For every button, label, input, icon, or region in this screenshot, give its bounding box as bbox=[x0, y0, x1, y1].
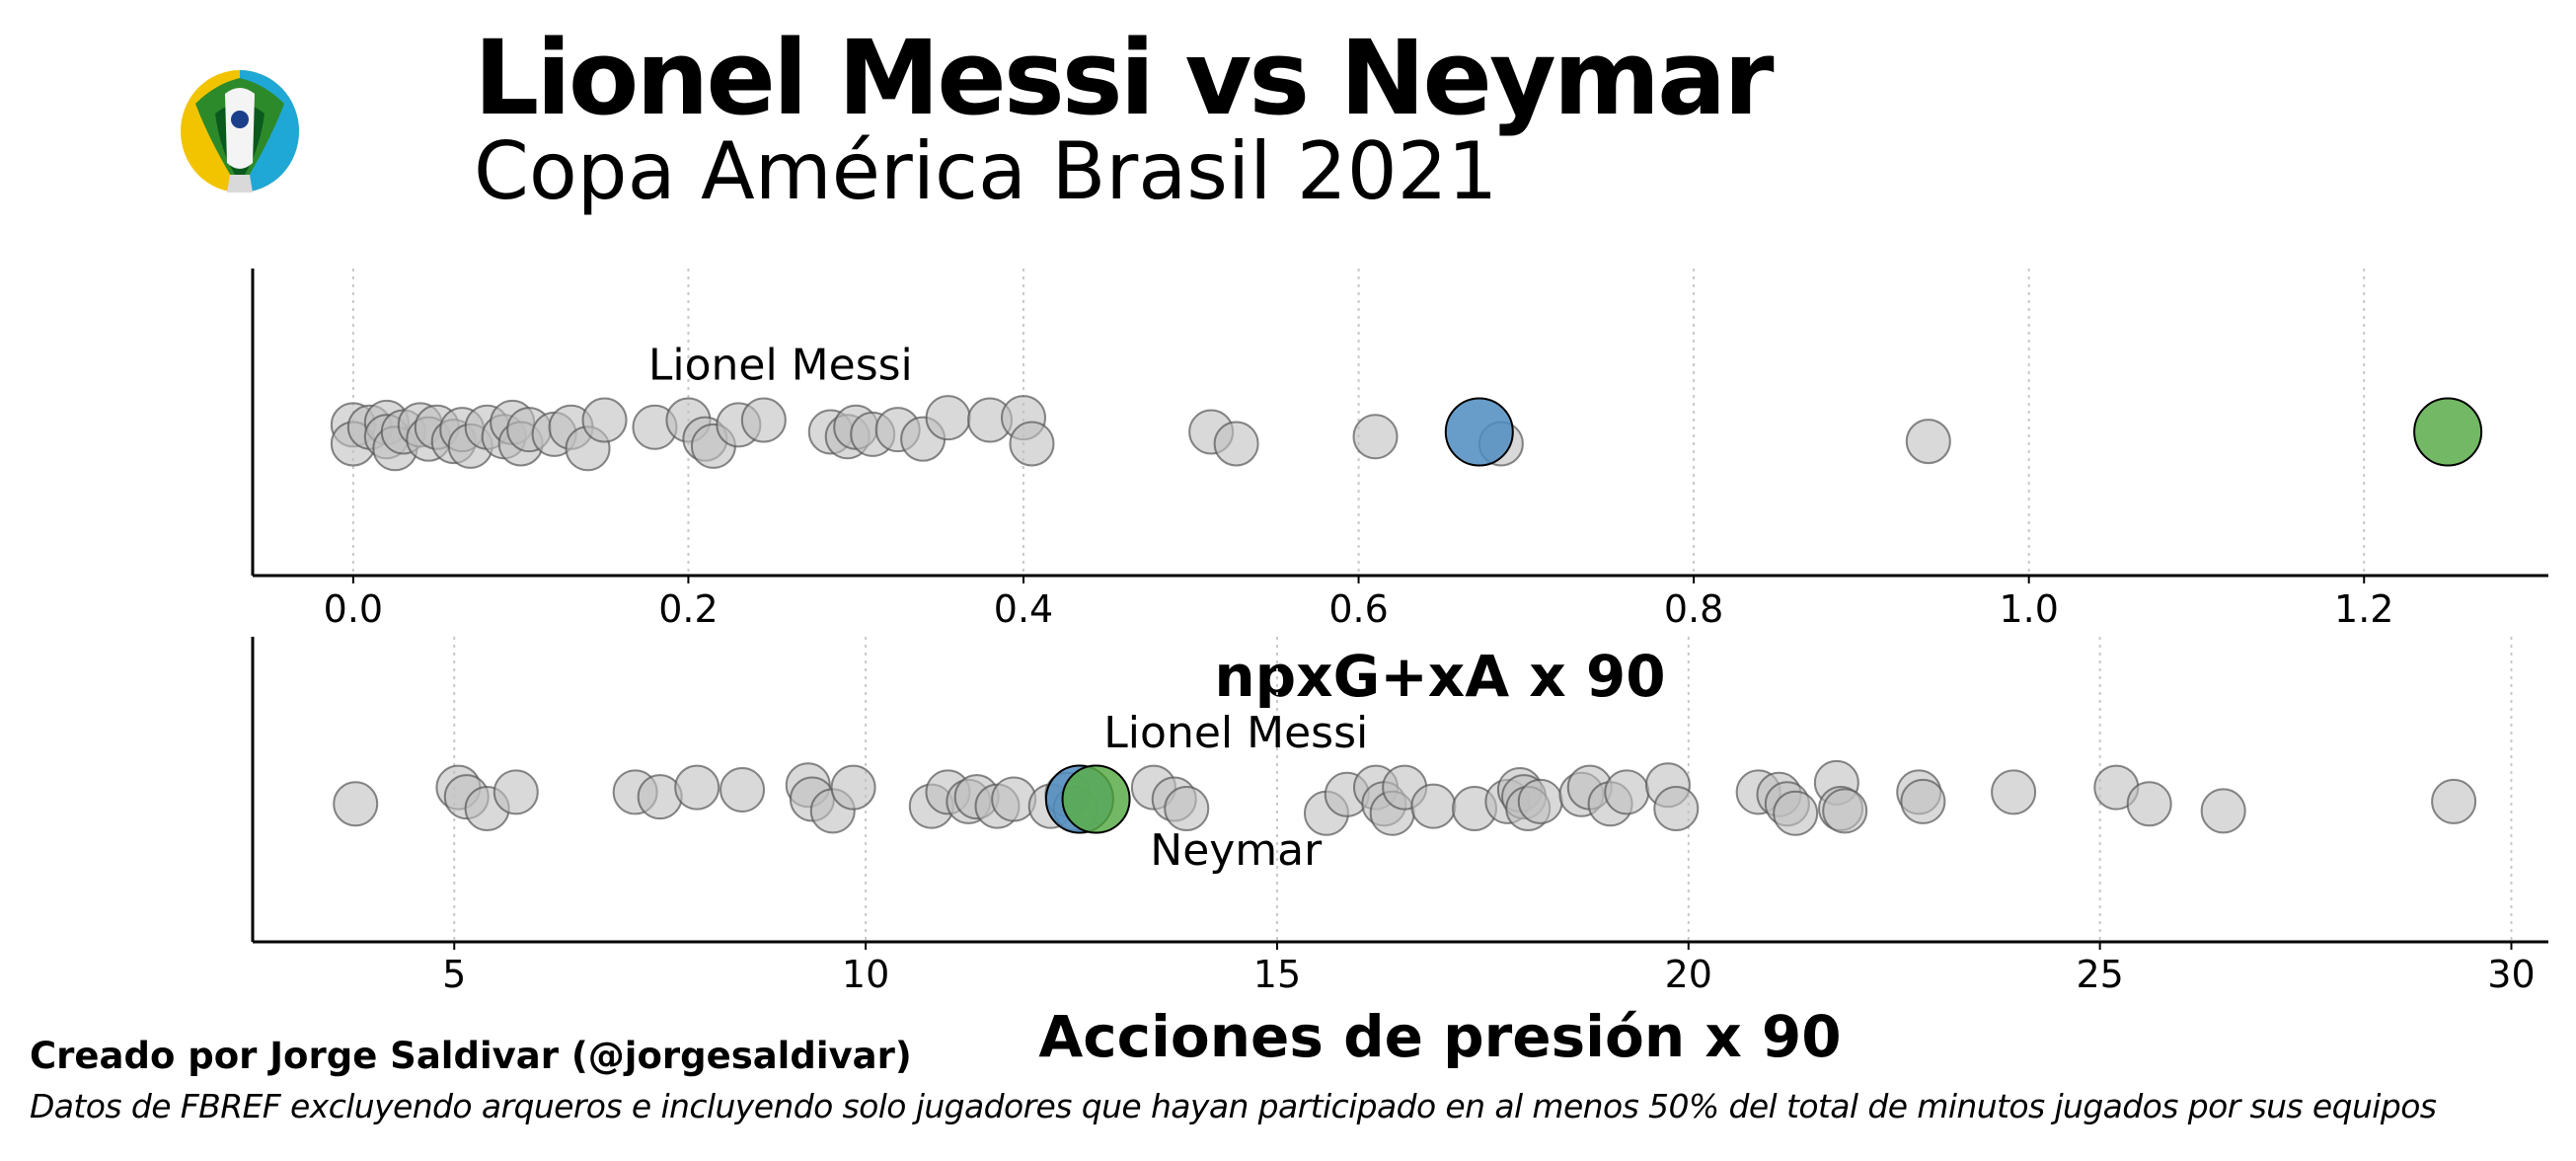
player-point bbox=[830, 764, 876, 811]
source-note: Datos de FBREF excluyendo arqueros e inc… bbox=[30, 1087, 2437, 1125]
x-tick-label: 15 bbox=[1253, 953, 1301, 996]
player-point bbox=[1653, 786, 1700, 832]
x-tick-label: 1.2 bbox=[2334, 587, 2393, 631]
chart-subtitle: Copa América Brasil 2021 bbox=[474, 125, 1498, 217]
player-point bbox=[1991, 769, 2037, 815]
highlight-point-neymar: Neymar bbox=[1061, 764, 1131, 834]
npxg-xa-strip-plot: 0.0 0.2 0.4 0.6 0.8 1.0 1.2 Lionel Messi Neymar L… bbox=[251, 269, 2548, 710]
x-tick-label: 0.8 bbox=[1664, 587, 1723, 631]
player-point bbox=[1410, 783, 1457, 829]
player-point bbox=[1164, 786, 1210, 832]
highlight-point-neymar: Neymar bbox=[2413, 397, 2483, 467]
x-tick-label: 0.4 bbox=[994, 587, 1053, 631]
player-point bbox=[925, 395, 971, 441]
credit-text: Creado por Jorge Saldivar (@jorgesaldiva… bbox=[30, 1035, 912, 1077]
highlight-point-lionel-messi: Lionel Messi bbox=[1444, 397, 1514, 467]
x-tick-label: 0.2 bbox=[658, 587, 718, 631]
player-point bbox=[2431, 778, 2477, 824]
annotation-label: Lionel Messi bbox=[1103, 708, 1368, 758]
x-tick-label: 0.6 bbox=[1328, 587, 1388, 631]
player-point bbox=[581, 397, 628, 443]
player-point bbox=[740, 397, 787, 443]
x-tick-label: 1.0 bbox=[1999, 587, 2058, 631]
player-point bbox=[1900, 778, 1946, 824]
x-axis-label: npxG+xA x 90 bbox=[1214, 643, 1665, 710]
x-tick-label: 25 bbox=[2076, 953, 2123, 996]
player-point bbox=[1009, 421, 1055, 467]
player-point bbox=[2126, 781, 2172, 827]
player-point bbox=[1517, 778, 1563, 824]
player-point bbox=[1213, 421, 1259, 467]
player-point bbox=[991, 776, 1037, 822]
player-point bbox=[674, 764, 720, 811]
player-point bbox=[1905, 419, 1951, 465]
x-axis-label: Acciones de presión x 90 bbox=[1038, 1003, 1841, 1070]
annotation-label: Lionel Messi bbox=[648, 341, 913, 391]
player-point bbox=[1604, 769, 1650, 815]
x-tick-label: 30 bbox=[2487, 953, 2535, 996]
x-tick-label: 10 bbox=[842, 953, 889, 996]
x-tick-label: 20 bbox=[1665, 953, 1712, 996]
x-tick-label: 0.0 bbox=[324, 587, 383, 631]
copa-america-logo-icon bbox=[181, 70, 299, 193]
x-tick-label: 5 bbox=[442, 953, 466, 996]
player-point bbox=[492, 769, 539, 815]
player-point bbox=[333, 781, 379, 827]
player-point bbox=[1773, 790, 1819, 836]
annotation-label: Neymar bbox=[1150, 825, 1323, 876]
player-point bbox=[1352, 414, 1399, 460]
chart-title: Lionel Messi vs Neymar bbox=[474, 18, 1775, 138]
player-point bbox=[2200, 788, 2246, 834]
player-point bbox=[720, 766, 766, 813]
player-point bbox=[1822, 788, 1868, 834]
